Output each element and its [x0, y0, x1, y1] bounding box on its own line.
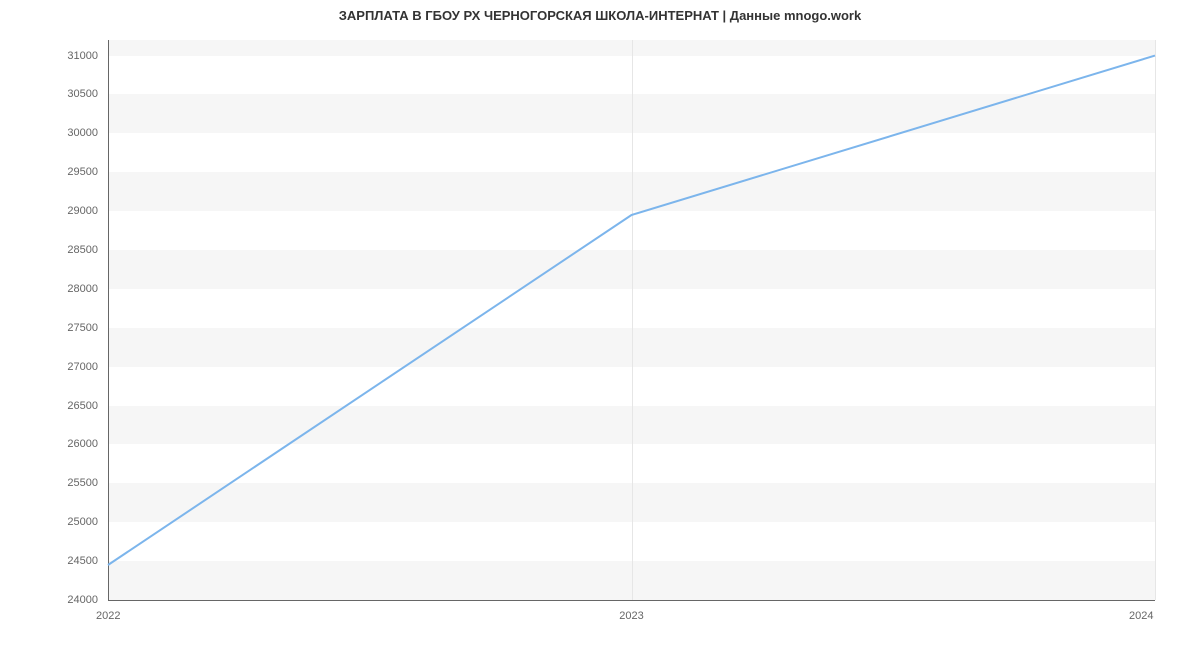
y-tick-label: 26500: [67, 400, 98, 412]
y-tick-label: 29500: [67, 166, 98, 178]
y-tick-label: 28000: [67, 283, 98, 295]
y-tick-label: 29000: [67, 205, 98, 217]
line-series: [108, 40, 1155, 600]
y-tick-label: 24000: [67, 594, 98, 606]
y-tick-label: 24500: [67, 555, 98, 567]
plot-area: 2400024500250002550026000265002700027500…: [108, 40, 1155, 600]
y-tick-label: 28500: [67, 244, 98, 256]
x-axis-line: [108, 600, 1155, 601]
x-tick-label: 2023: [619, 610, 643, 622]
x-tick-label: 2022: [96, 610, 120, 622]
chart-title: ЗАРПЛАТА В ГБОУ РХ ЧЕРНОГОРСКАЯ ШКОЛА-ИН…: [0, 8, 1200, 23]
y-tick-label: 30000: [67, 127, 98, 139]
y-tick-label: 31000: [67, 50, 98, 62]
y-tick-label: 25000: [67, 516, 98, 528]
x-tick-label: 2024: [1129, 610, 1153, 622]
salary-chart: ЗАРПЛАТА В ГБОУ РХ ЧЕРНОГОРСКАЯ ШКОЛА-ИН…: [0, 0, 1200, 650]
y-tick-label: 27500: [67, 322, 98, 334]
x-grid-line: [1155, 40, 1156, 600]
y-tick-label: 27000: [67, 361, 98, 373]
y-tick-label: 30500: [67, 88, 98, 100]
y-tick-label: 26000: [67, 438, 98, 450]
y-tick-label: 25500: [67, 477, 98, 489]
